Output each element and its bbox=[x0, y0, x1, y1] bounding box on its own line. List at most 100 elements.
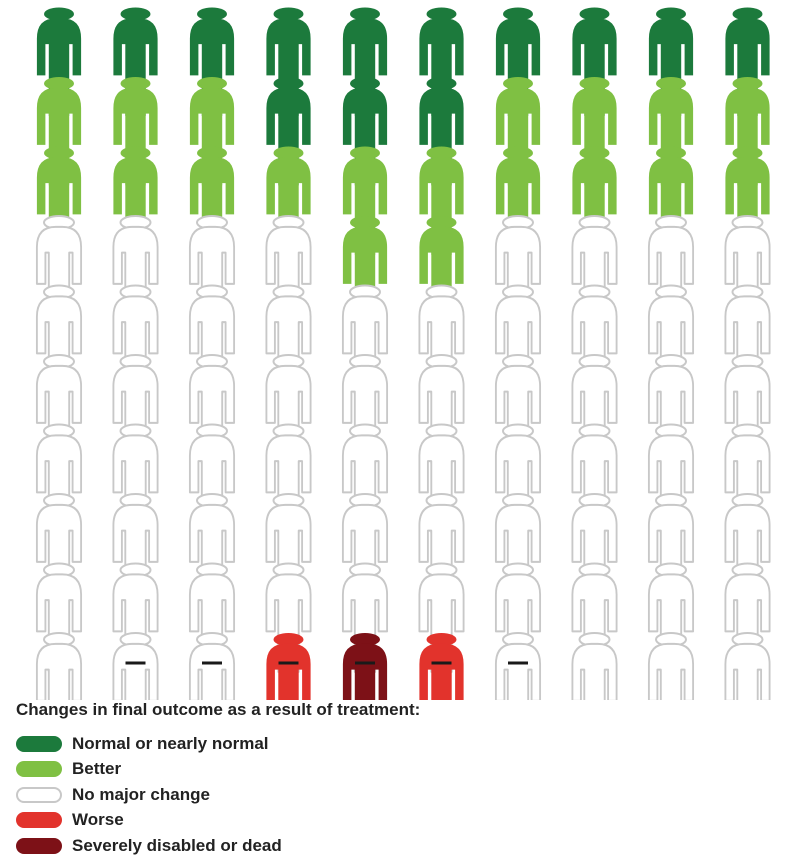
legend-title: Changes in final outcome as a result of … bbox=[16, 700, 421, 719]
person-head bbox=[503, 7, 533, 21]
person-body bbox=[419, 87, 464, 186]
person-icon bbox=[495, 7, 541, 116]
person-icon bbox=[418, 423, 465, 534]
person-body bbox=[724, 642, 771, 700]
person-icon bbox=[724, 632, 771, 700]
person-icon bbox=[724, 423, 771, 534]
person-head bbox=[350, 633, 380, 646]
person-body bbox=[189, 18, 235, 116]
person-head bbox=[273, 77, 304, 90]
person-head bbox=[579, 146, 610, 160]
person-icon bbox=[494, 562, 542, 673]
person-head bbox=[656, 7, 686, 21]
legend: Normal or nearly normal Better No major ch… bbox=[16, 731, 282, 859]
person-icon bbox=[35, 632, 83, 700]
person-head bbox=[350, 146, 380, 160]
person-icon bbox=[724, 215, 771, 326]
person-body bbox=[494, 642, 542, 700]
person-icon bbox=[113, 77, 158, 186]
person-body bbox=[266, 18, 311, 116]
legend-swatch bbox=[16, 761, 62, 778]
icon-array bbox=[35, 7, 771, 700]
person-body bbox=[266, 87, 311, 186]
person-head bbox=[732, 77, 763, 90]
legend-swatch bbox=[16, 786, 62, 803]
person-body bbox=[495, 18, 541, 116]
person-icon bbox=[494, 632, 542, 700]
person-head bbox=[656, 77, 686, 90]
person-body bbox=[112, 642, 159, 700]
person-head bbox=[579, 7, 610, 21]
person-icon bbox=[112, 284, 159, 395]
minus-marker bbox=[355, 661, 375, 665]
person-icon bbox=[419, 77, 464, 186]
person-icon bbox=[419, 7, 464, 116]
person-body bbox=[36, 157, 82, 255]
person-icon bbox=[342, 7, 388, 116]
legend-item: Better bbox=[16, 757, 282, 783]
person-icon bbox=[419, 146, 464, 255]
person-head bbox=[426, 216, 457, 229]
person-head bbox=[273, 7, 304, 21]
person-icon bbox=[648, 7, 694, 116]
person-icon bbox=[571, 632, 618, 700]
person-body bbox=[189, 157, 235, 255]
person-icon bbox=[648, 77, 694, 186]
person-icon bbox=[35, 284, 83, 395]
person-icon bbox=[112, 354, 159, 465]
person-head bbox=[732, 7, 763, 21]
legend-label: Worse bbox=[72, 810, 124, 830]
minus-marker bbox=[202, 661, 222, 665]
person-body bbox=[419, 643, 464, 700]
person-icon bbox=[494, 215, 542, 326]
person-icon bbox=[495, 77, 541, 186]
person-head bbox=[579, 77, 610, 90]
person-body bbox=[648, 157, 694, 255]
person-body bbox=[419, 157, 464, 255]
minus-marker bbox=[508, 661, 528, 665]
person-icon bbox=[265, 215, 312, 326]
person-body bbox=[266, 157, 311, 255]
person-body bbox=[342, 643, 388, 700]
person-icon bbox=[113, 7, 158, 116]
person-body bbox=[647, 642, 695, 700]
person-icon bbox=[418, 493, 465, 604]
person-head bbox=[350, 77, 380, 90]
person-icon bbox=[495, 146, 541, 255]
person-body bbox=[342, 157, 388, 255]
person-icon bbox=[189, 77, 235, 186]
person-icon bbox=[188, 562, 236, 673]
person-head bbox=[732, 146, 763, 160]
legend-label: No major change bbox=[72, 784, 210, 804]
person-head bbox=[503, 146, 533, 160]
person-body bbox=[113, 87, 158, 186]
person-body bbox=[571, 642, 618, 700]
person-head bbox=[197, 146, 227, 160]
person-icon bbox=[341, 562, 389, 673]
person-body bbox=[189, 87, 235, 186]
person-body bbox=[36, 18, 82, 116]
person-body bbox=[725, 157, 770, 255]
person-icon bbox=[266, 77, 311, 186]
person-icon bbox=[341, 354, 389, 465]
minus-marker bbox=[278, 661, 299, 665]
person-head bbox=[273, 633, 304, 646]
person-body bbox=[725, 18, 770, 116]
person-body bbox=[648, 18, 694, 116]
person-body bbox=[419, 226, 464, 325]
person-body bbox=[113, 18, 158, 116]
legend-label: Severely disabled or dead bbox=[72, 835, 282, 855]
person-icon bbox=[189, 146, 235, 255]
person-body bbox=[495, 87, 541, 186]
person-icon bbox=[112, 632, 159, 700]
person-head bbox=[656, 146, 686, 160]
person-icon bbox=[419, 633, 464, 700]
person-icon bbox=[36, 7, 82, 116]
person-icon bbox=[36, 77, 82, 186]
person-body bbox=[36, 87, 82, 186]
person-icon bbox=[341, 284, 389, 395]
legend-label: Better bbox=[72, 759, 122, 779]
person-head bbox=[426, 146, 457, 160]
person-icon bbox=[266, 146, 311, 255]
person-head bbox=[44, 77, 74, 90]
